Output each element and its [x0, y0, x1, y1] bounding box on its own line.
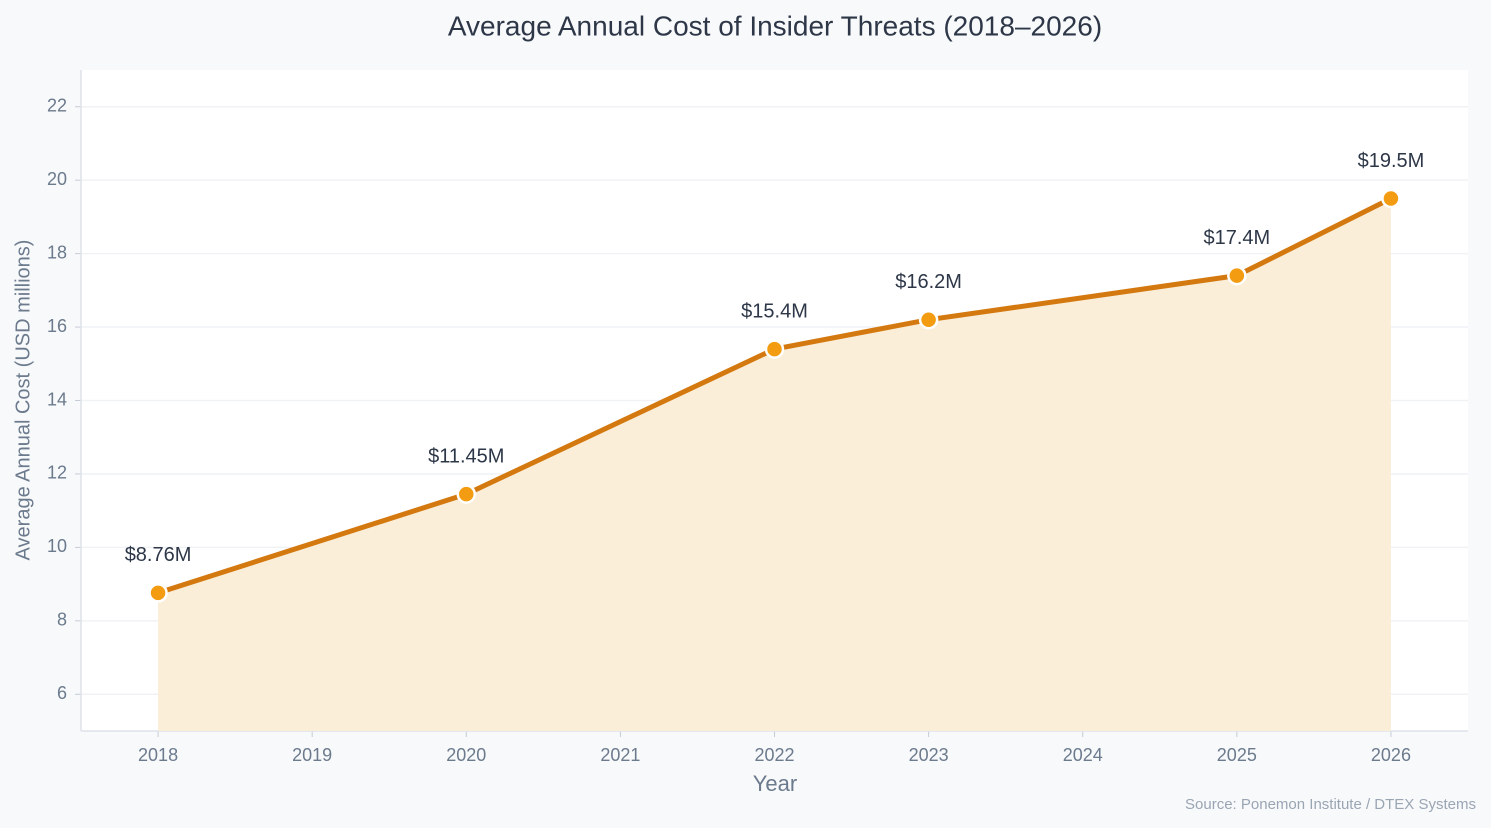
value-label: $16.2M [895, 271, 962, 293]
y-tick-label: 20 [47, 169, 67, 189]
marker [148, 583, 168, 603]
area [158, 198, 1391, 731]
y-tick-label: 6 [57, 683, 67, 703]
x-tick-label: 2023 [909, 745, 949, 765]
x-tick-label: 2025 [1217, 745, 1257, 765]
line [157, 196, 1393, 596]
marker [1381, 188, 1401, 209]
y-tick-label: 16 [47, 316, 67, 336]
chart-title: Average Annual Cost of Insider Threats (… [448, 10, 1102, 41]
x-tick-label: 2026 [1371, 745, 1411, 765]
value-label: $15.4M [741, 300, 808, 322]
value-label: $19.5M [1358, 150, 1425, 172]
x-tick-label: 2020 [446, 745, 486, 765]
value-label: $8.76M [125, 544, 192, 566]
marker [456, 484, 477, 504]
x-axis-label: Year [753, 771, 797, 796]
x-tick-label: 2018 [138, 745, 178, 765]
value-label: $17.4M [1203, 227, 1270, 249]
y-tick-label: 14 [47, 389, 67, 409]
y-axis-label: Average Annual Cost (USD millions) [12, 240, 34, 561]
x-tick-label: 2024 [1063, 745, 1103, 765]
y-tick-label: 12 [47, 463, 67, 483]
y-tick-label: 22 [47, 95, 67, 115]
y-tick-label: 8 [57, 610, 67, 630]
marker [918, 309, 939, 330]
marker [764, 339, 785, 359]
x-tick-label: 2019 [292, 745, 332, 765]
x-tick-label: 2022 [754, 745, 794, 765]
value-label: $11.45M [428, 445, 504, 467]
y-tick-label: 10 [47, 536, 67, 556]
marker [1227, 265, 1247, 286]
x-tick-label: 2021 [600, 745, 640, 765]
source-note: Source: Ponemon Institute / DTEX Systems [1185, 796, 1476, 813]
y-tick-label: 18 [47, 242, 67, 262]
